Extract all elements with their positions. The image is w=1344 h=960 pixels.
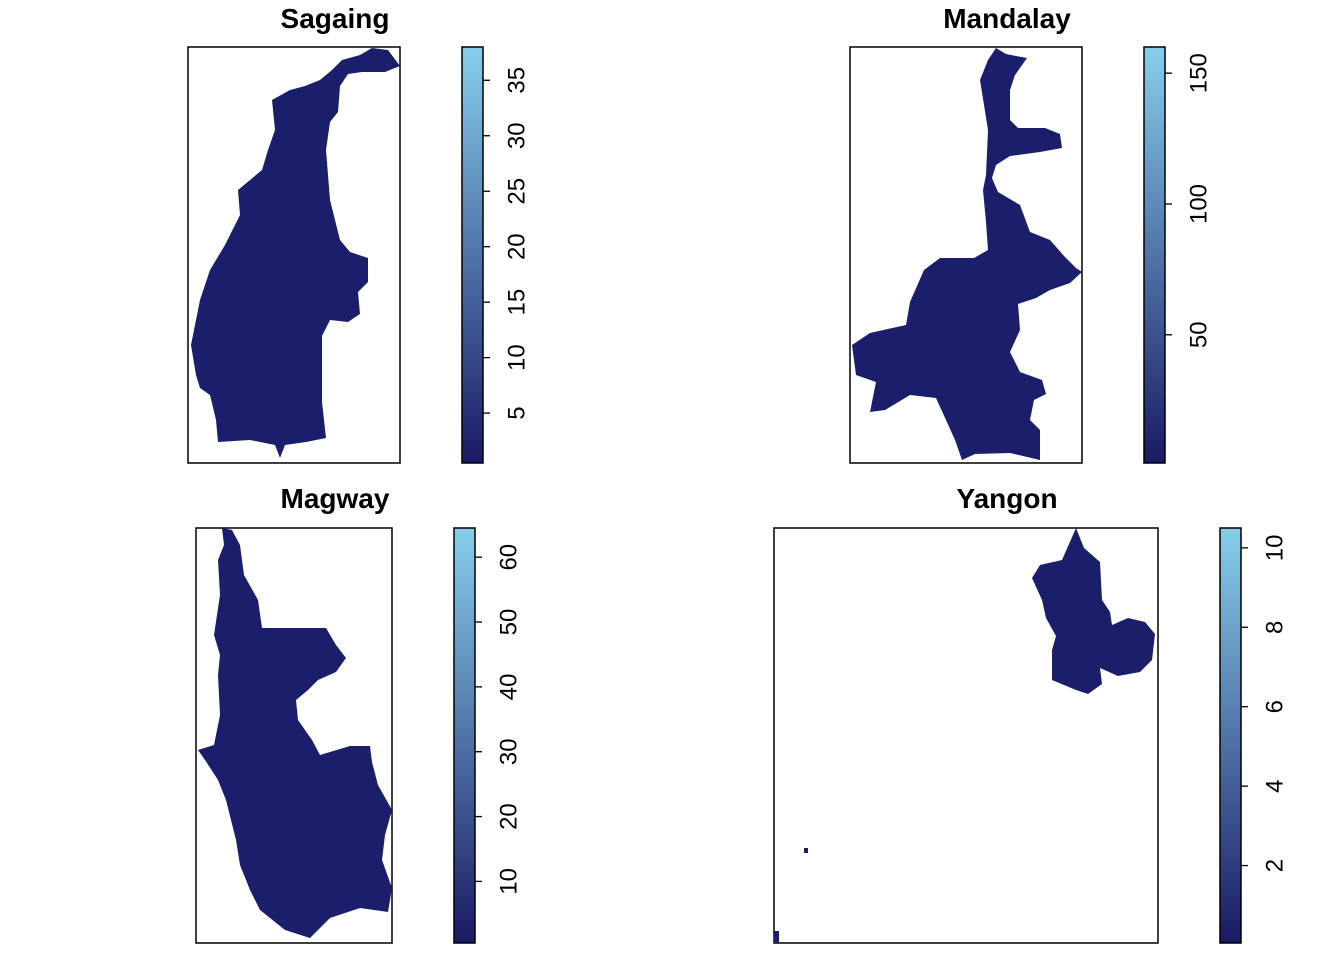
colorbar-tick-label: 150 [1186,53,1213,93]
map-frame-mandalay [849,46,1083,464]
colorbar-tick-label: 10 [496,868,523,895]
panel-sagaing: Sagaing [187,3,401,464]
colorbar-tick-label: 30 [496,738,523,765]
map-frame-magway [195,527,393,944]
colorbar-tick-label: 40 [496,674,523,701]
colorbar-ramp-mandalay [1143,46,1166,464]
colorbar-ticks-sagaing: 5 10 15 20 25 30 35 [483,67,531,420]
panel-yangon: Yangon [773,483,1159,944]
colorbar-mandalay: 50 100 150 [1143,46,1213,464]
region-shape-magway [198,528,392,938]
colorbar-tick-label: 50 [1186,321,1213,348]
colorbar-tick-label: 20 [496,803,523,830]
colorbar-tick-label: 15 [504,289,531,316]
colorbar-magway: 10 20 30 40 50 60 [453,527,523,944]
colorbar-tick-label: 35 [504,67,531,94]
map-frame-yangon [773,527,1159,944]
region-speck-yangon-2 [774,931,779,943]
region-speck-yangon-1 [804,848,808,853]
colorbar-tick-label: 6 [1262,700,1289,713]
colorbar-tick-label: 8 [1262,621,1289,634]
colorbar-tick-label: 10 [1262,535,1289,562]
colorbar-tick-label: 4 [1262,779,1289,792]
panel-title-magway: Magway [281,483,390,514]
map-frame-sagaing [187,46,401,464]
region-shape-yangon [1032,528,1155,694]
colorbar-tick-label: 20 [504,233,531,260]
colorbar-tick-label: 100 [1186,184,1213,224]
colorbar-tick-label: 5 [504,406,531,419]
colorbar-sagaing: 5 10 15 20 25 30 35 [461,46,531,464]
panel-title-yangon: Yangon [956,483,1057,514]
colorbar-tick-label: 2 [1262,859,1289,872]
region-shape-sagaing [191,48,400,458]
colorbar-tick-label: 10 [504,344,531,371]
colorbar-tick-label: 30 [504,122,531,149]
colorbar-ramp-sagaing [461,46,484,464]
colorbar-tick-label: 60 [496,544,523,571]
colorbar-ticks-mandalay: 50 100 150 [1165,53,1213,348]
panel-mandalay: Mandalay [849,3,1083,464]
colorbar-yangon: 2 4 6 8 10 [1219,527,1289,944]
colorbar-ticks-yangon: 2 4 6 8 10 [1241,535,1289,872]
panel-title-mandalay: Mandalay [943,3,1071,34]
colorbar-ramp-yangon [1219,527,1242,944]
panel-title-sagaing: Sagaing [281,3,390,34]
colorbar-tick-label: 50 [496,609,523,636]
colorbar-ramp-magway [453,527,476,944]
panel-magway: Magway [195,483,393,944]
colorbar-ticks-magway: 10 20 30 40 50 60 [475,544,523,895]
colorbar-tick-label: 25 [504,178,531,205]
region-shape-mandalay [852,48,1082,460]
